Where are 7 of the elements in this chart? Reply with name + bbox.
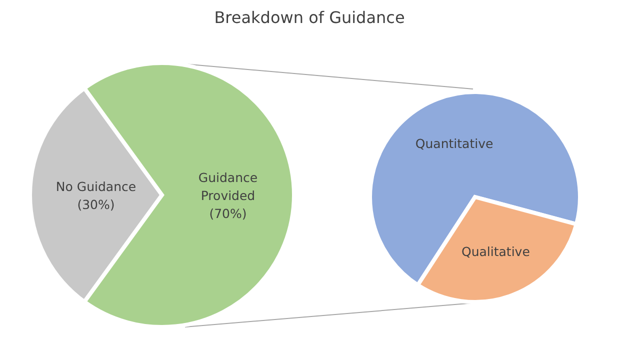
chart-title: Breakdown of Guidance — [213, 8, 406, 27]
slice-label: Qualitative — [462, 243, 530, 258]
data-label: (70%) — [209, 206, 247, 220]
slice-label: Guidance Provided — [198, 170, 258, 202]
slice-label: Quantitative — [415, 136, 494, 151]
slice-label: No Guidance — [56, 178, 136, 194]
data-label: (30%) — [77, 196, 115, 212]
